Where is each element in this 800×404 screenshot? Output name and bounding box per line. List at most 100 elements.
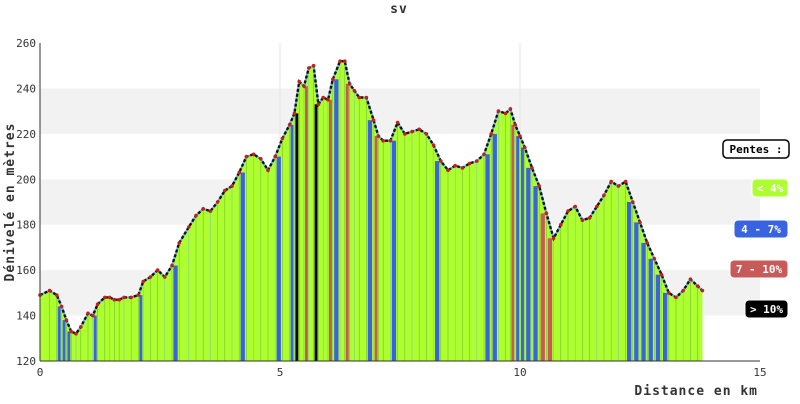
slope-stripe: [533, 186, 538, 361]
legend-item-label: < 4%: [757, 182, 784, 195]
profile-point: [347, 82, 352, 86]
legend-swatch: [744, 299, 789, 319]
slope-stripe: [648, 258, 653, 361]
slope-stripe: [516, 136, 520, 361]
profile-point: [122, 295, 126, 300]
slope-stripe: [295, 113, 299, 362]
profile-point: [208, 209, 213, 213]
profile-point: [321, 95, 326, 100]
profile-point: [103, 295, 107, 300]
profile-point: [453, 163, 458, 168]
legend-swatch: [729, 259, 789, 279]
y-tick-label: 200: [16, 173, 36, 186]
chart-title: sv: [390, 2, 408, 17]
profile-point: [580, 218, 585, 222]
y-tick-label: 160: [16, 264, 36, 277]
profile-point: [292, 111, 297, 116]
profile-point: [297, 79, 302, 84]
profile-point: [688, 277, 693, 282]
slope-stripe: [367, 120, 373, 361]
x-axis-title: Distance en km: [634, 384, 758, 399]
legend-title-box: [722, 139, 790, 159]
slope-stripe: [540, 213, 545, 361]
legend-swatch: [751, 178, 789, 198]
profile-point: [489, 132, 494, 136]
profile-point: [503, 111, 508, 116]
profile-point: [194, 213, 198, 218]
profile-point: [403, 132, 407, 136]
profile-point: [136, 293, 141, 297]
slope-stripe: [57, 306, 61, 361]
profile-point: [74, 331, 78, 336]
profile-point: [674, 295, 678, 300]
profile-point: [551, 236, 556, 241]
profile-point: [307, 66, 311, 70]
y-tick-label: 240: [16, 82, 36, 95]
profile-point: [395, 120, 400, 125]
tick-labels: 120 140 160 180 200 220 240 260 0 5 10 15: [16, 37, 767, 379]
profile-point: [69, 329, 73, 334]
profile-point: [141, 279, 145, 284]
profile-point: [244, 154, 249, 159]
slope-stripe: [305, 86, 308, 361]
legend: Pentes : < 4% 4 - 7% 7 - 10% > 10%: [722, 139, 790, 319]
slope-stripe: [93, 315, 97, 361]
slope-stripe: [391, 140, 397, 361]
profile-point: [302, 84, 306, 88]
legend-item-label: > 10%: [750, 303, 783, 316]
profile-point: [343, 59, 347, 63]
profile-point: [439, 159, 443, 163]
profile-point: [381, 138, 386, 143]
profile-point: [587, 216, 592, 220]
profile-point: [331, 77, 335, 82]
profile-point: [177, 241, 181, 245]
profile-point: [148, 275, 153, 279]
profile-point: [573, 204, 577, 209]
profile-point: [201, 207, 205, 211]
profile-point: [508, 107, 513, 111]
slope-stripe: [634, 222, 639, 361]
profile-point: [163, 275, 167, 279]
axes: [39, 43, 760, 362]
profile-point: [215, 200, 220, 204]
profile-point: [467, 161, 472, 166]
slope-stripe: [276, 156, 281, 361]
profile-point: [357, 95, 362, 100]
profile-point: [170, 263, 174, 268]
profile-point: [609, 179, 613, 184]
profile-point: [371, 118, 376, 122]
slope-stripe: [521, 147, 524, 361]
profile-point: [95, 302, 100, 307]
slope-stripe: [627, 202, 632, 361]
profile-point: [616, 184, 621, 188]
profile-point: [259, 157, 263, 161]
slope-stripe: [511, 124, 515, 361]
profile-point: [631, 200, 635, 204]
profile-point: [530, 166, 534, 170]
profile-point: [559, 222, 563, 227]
y-axis-title: Dénivelé en mètres: [3, 123, 18, 282]
profile-point: [681, 288, 685, 293]
profile-point: [273, 154, 278, 159]
profile-point: [388, 138, 393, 143]
y-tick-label: 220: [16, 128, 36, 141]
profile-point: [513, 123, 517, 127]
slope-stripe: [334, 79, 339, 362]
profile-point: [523, 145, 527, 150]
profile-point: [352, 88, 357, 93]
profile-point: [518, 134, 522, 138]
profile-point: [311, 63, 316, 68]
profile-point: [417, 127, 422, 132]
profile-point: [595, 204, 599, 209]
profile-point: [410, 129, 414, 134]
profile-point: [700, 288, 705, 293]
slope-stripe: [435, 161, 440, 361]
slope-stripe: [314, 104, 318, 362]
profile-point: [86, 311, 90, 316]
profile-point: [155, 268, 160, 272]
profile-point: [446, 168, 450, 172]
profile-point: [55, 293, 59, 297]
profile-point: [251, 152, 256, 157]
